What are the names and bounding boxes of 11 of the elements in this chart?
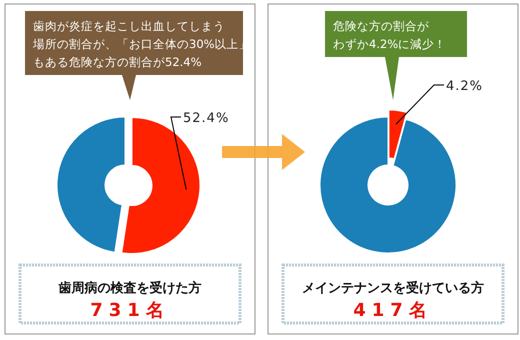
text: 危険な方の割合が [333, 19, 430, 33]
text: もある危険な方の割合が52.4% [33, 55, 202, 69]
data-label: 4.2% [446, 79, 484, 94]
text: 場所の割合が、「お口全体の30%以上」 [32, 37, 251, 51]
text: メインテナンスを受けている方 [302, 280, 484, 296]
text: 歯周病の検査を受けた方 [58, 280, 202, 296]
text: 417名 [353, 300, 433, 321]
data-label: 52.4% [183, 111, 230, 126]
text: わずか4.2%に減少！ [333, 37, 446, 51]
text: 歯肉が炎症を起こし出血してしまう [33, 19, 225, 33]
text: 731名 [90, 300, 170, 321]
